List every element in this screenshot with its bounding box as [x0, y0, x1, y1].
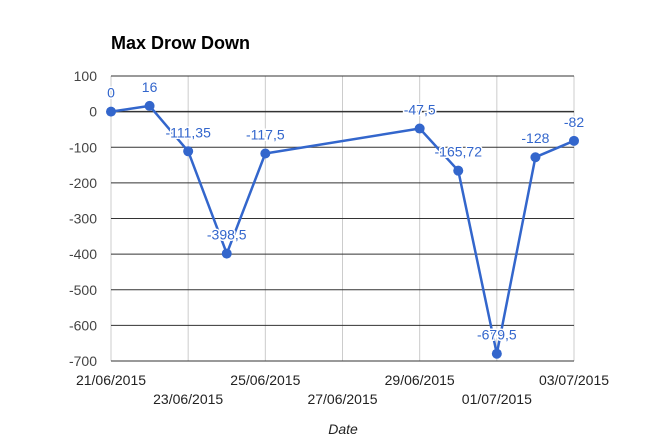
data-label: -165,72	[435, 144, 483, 160]
gridlines	[110, 75, 575, 362]
data-point	[183, 146, 194, 157]
data-point	[530, 152, 541, 163]
x-tick-label: 29/06/2015	[385, 372, 455, 388]
x-axis-title: Date	[328, 421, 358, 437]
data-label-layer: 0 16 -111,35 -398,5 -117,5 -47,5 -165,72 -679,5…	[106, 77, 586, 344]
y-tick-label: -300	[69, 211, 97, 227]
data-label: -117,5	[246, 126, 285, 142]
data-point	[491, 348, 502, 359]
y-tick-label: -200	[69, 175, 97, 191]
data-label: -111,35	[165, 124, 211, 140]
x-tick-label: 03/07/2015	[539, 372, 609, 388]
data-label: -128	[521, 130, 549, 146]
data-label: -47,5	[404, 102, 436, 118]
data-point	[453, 165, 464, 176]
data-point	[106, 106, 116, 117]
y-tick-label: -500	[69, 282, 97, 298]
data-label: -82	[564, 114, 584, 130]
data-label: 16	[142, 79, 158, 95]
x-tick-label: 25/06/2015	[230, 372, 300, 388]
data-point	[569, 135, 579, 146]
x-tick-label: 21/06/2015	[76, 372, 146, 388]
y-tick-label: -400	[69, 246, 97, 262]
y-tick-label: -700	[69, 353, 97, 369]
x-axis-ticks: 21/06/2015 23/06/2015 25/06/2015 27/06/2015…	[76, 372, 609, 407]
data-label: 0	[107, 85, 115, 101]
data-label: -398,5	[207, 227, 247, 243]
data-point	[144, 100, 155, 111]
data-point	[221, 248, 232, 259]
chart-title: Max Drow Down	[111, 33, 250, 53]
data-point	[414, 123, 425, 134]
series-line	[110, 104, 575, 355]
data-label: -679,5	[477, 327, 517, 343]
y-tick-label: -100	[69, 139, 97, 155]
y-tick-label: 100	[74, 68, 98, 84]
x-tick-label: 01/07/2015	[462, 391, 532, 407]
series-layer	[106, 100, 579, 359]
y-tick-label: -600	[69, 317, 97, 333]
data-point	[260, 148, 271, 159]
y-axis-ticks: 100 0 -100 -200 -300 -400 -500 -600 -700	[69, 68, 97, 369]
y-tick-label: 0	[89, 104, 97, 120]
x-tick-label: 23/06/2015	[153, 391, 223, 407]
x-tick-label: 27/06/2015	[307, 391, 377, 407]
